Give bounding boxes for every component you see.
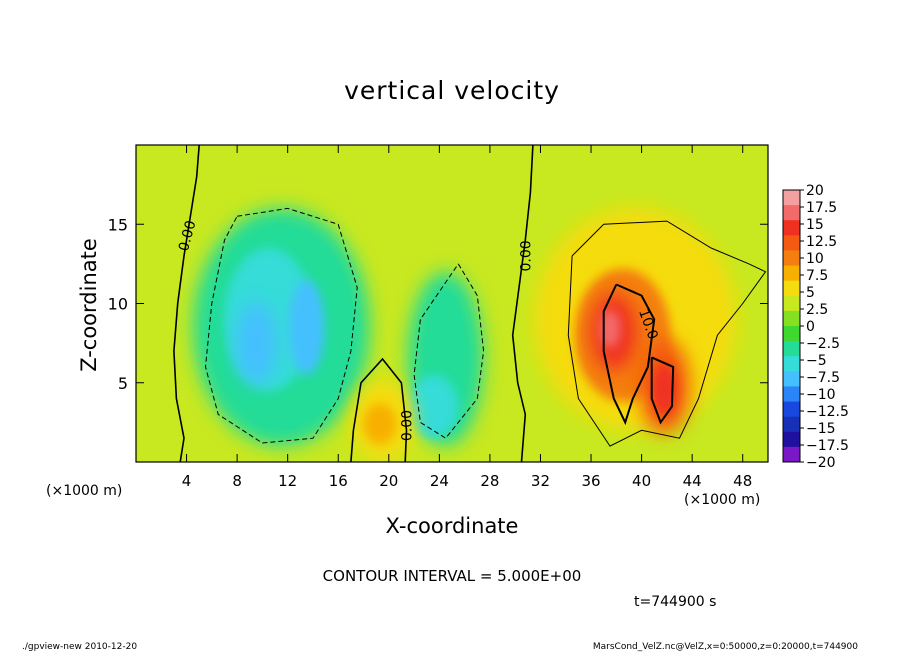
colorbar-label: 12.5 — [806, 234, 837, 250]
x-tick-label: 16 — [329, 472, 348, 490]
colorbar-label: −17.5 — [806, 438, 849, 454]
colorbar-swatch — [783, 190, 800, 206]
x-tick-label: 8 — [232, 472, 242, 490]
contour-label: 0.00 — [518, 240, 534, 271]
x-tick-label: 24 — [430, 472, 449, 490]
x-unit-left: (×1000 m) — [46, 483, 123, 499]
x-tick-label: 4 — [182, 472, 192, 490]
colorbar-swatch — [783, 326, 800, 342]
x-unit-right: (×1000 m) — [684, 492, 761, 508]
ten-contour — [602, 283, 656, 426]
y-axis-label: Z-coordinate — [77, 238, 101, 372]
chart-title: vertical velocity — [344, 76, 560, 105]
y-tick-label: 5 — [118, 374, 128, 393]
colorbar-label: −12.5 — [806, 404, 849, 420]
colorbar-label: −2.5 — [806, 336, 840, 352]
x-tick-label: 12 — [278, 472, 297, 490]
field-blob — [651, 363, 677, 415]
field-blob — [599, 309, 621, 348]
field-blob — [363, 403, 397, 445]
pos-contour-outer — [567, 220, 767, 447]
colorbar-swatch — [783, 371, 800, 387]
colorbar-swatch — [783, 205, 800, 221]
field-blob — [235, 301, 277, 385]
x-tick-label: 44 — [683, 472, 702, 490]
x-tick-label: 20 — [379, 472, 398, 490]
colorbar-swatch — [783, 295, 800, 312]
colorbar-label: 10 — [806, 251, 824, 267]
colorbar-swatch — [783, 220, 800, 236]
y-tick-label: 10 — [108, 295, 128, 314]
footer-left: ./gpview-new 2010-12-20 — [22, 642, 138, 652]
footer-right: MarsCond_VelZ.nc@VelZ,x=0:50000,z=0:2000… — [592, 642, 858, 652]
ten-contour-right — [650, 356, 675, 425]
x-tick-label: 48 — [733, 472, 752, 490]
colorbar-swatch — [783, 386, 800, 403]
x-tick-label: 36 — [581, 472, 600, 490]
colorbar-label: −15 — [806, 421, 836, 437]
colorbar-swatch — [783, 250, 800, 267]
x-axis-label: X-coordinate — [385, 514, 519, 538]
field-blob — [288, 279, 325, 375]
field-blob — [407, 374, 459, 439]
colorbar-label: 7.5 — [806, 268, 828, 284]
colorbar-label: 5 — [806, 285, 815, 301]
neg-contour-left — [204, 207, 358, 444]
colorbar-swatch — [783, 416, 800, 433]
neg-contour-middle — [413, 263, 485, 439]
colorbar-label: −10 — [806, 387, 836, 403]
colorbar-swatch — [783, 446, 800, 463]
colorbar-label: 2.5 — [806, 302, 828, 318]
colorbar-label: 0 — [806, 319, 815, 335]
colorbar-label: 20 — [806, 183, 824, 199]
zero-contour-low — [350, 357, 408, 462]
colorbar-label: 15 — [806, 217, 824, 233]
contour-label: 0.00 — [400, 410, 416, 441]
x-tick-label: 40 — [632, 472, 651, 490]
x-tick-label: 28 — [480, 472, 499, 490]
time-label: t=744900 s — [634, 594, 717, 610]
colorbar-label: −5 — [806, 353, 827, 369]
colorbar-label: 17.5 — [806, 200, 837, 216]
colorbar-label: −20 — [806, 455, 836, 471]
contour-interval: CONTOUR INTERVAL = 5.000E+00 — [322, 567, 582, 585]
colorbar-swatch — [783, 310, 800, 327]
colorbar-swatch — [783, 265, 800, 282]
colorbar-swatch — [783, 401, 800, 418]
x-tick-label: 32 — [531, 472, 550, 490]
colorbar-swatch — [783, 431, 800, 448]
zero-contour-right — [511, 145, 534, 462]
y-tick-label: 15 — [108, 215, 128, 234]
colorbar-label: −7.5 — [806, 370, 840, 386]
colorbar-swatch — [783, 356, 800, 372]
contour-label: 0.00 — [176, 219, 200, 253]
colorbar-swatch — [783, 235, 800, 251]
colorbar-swatch — [783, 341, 800, 357]
zero-contour-left — [173, 145, 200, 462]
colorbar-swatch — [783, 280, 800, 297]
